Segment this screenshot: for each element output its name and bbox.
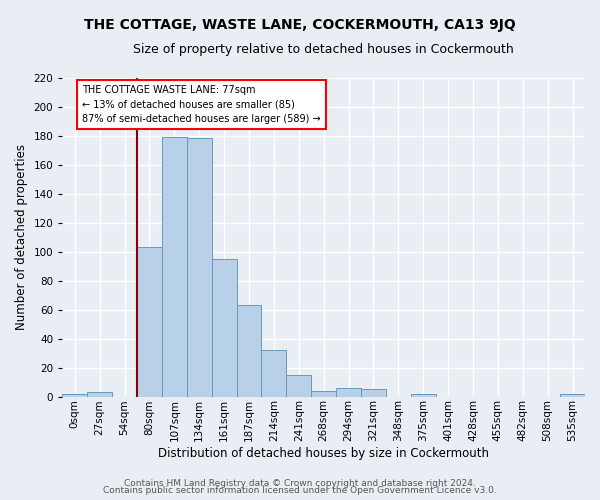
Text: Contains HM Land Registry data © Crown copyright and database right 2024.: Contains HM Land Registry data © Crown c…: [124, 478, 476, 488]
Bar: [137, 247, 162, 396]
Bar: [311, 390, 336, 396]
Text: THE COTTAGE WASTE LANE: 77sqm
← 13% of detached houses are smaller (85)
87% of s: THE COTTAGE WASTE LANE: 77sqm ← 13% of d…: [82, 85, 321, 124]
Text: THE COTTAGE, WASTE LANE, COCKERMOUTH, CA13 9JQ: THE COTTAGE, WASTE LANE, COCKERMOUTH, CA…: [84, 18, 516, 32]
Bar: [187, 138, 212, 396]
Bar: [411, 394, 436, 396]
Bar: [162, 137, 187, 396]
Bar: [212, 259, 236, 396]
Bar: [361, 390, 386, 396]
Y-axis label: Number of detached properties: Number of detached properties: [15, 144, 28, 330]
Bar: [87, 392, 112, 396]
Bar: [336, 388, 361, 396]
Bar: [262, 350, 286, 397]
Bar: [62, 394, 87, 396]
Bar: [560, 394, 585, 396]
Title: Size of property relative to detached houses in Cockermouth: Size of property relative to detached ho…: [133, 42, 514, 56]
X-axis label: Distribution of detached houses by size in Cockermouth: Distribution of detached houses by size …: [158, 447, 489, 460]
Bar: [236, 305, 262, 396]
Text: Contains public sector information licensed under the Open Government Licence v3: Contains public sector information licen…: [103, 486, 497, 495]
Bar: [286, 375, 311, 396]
